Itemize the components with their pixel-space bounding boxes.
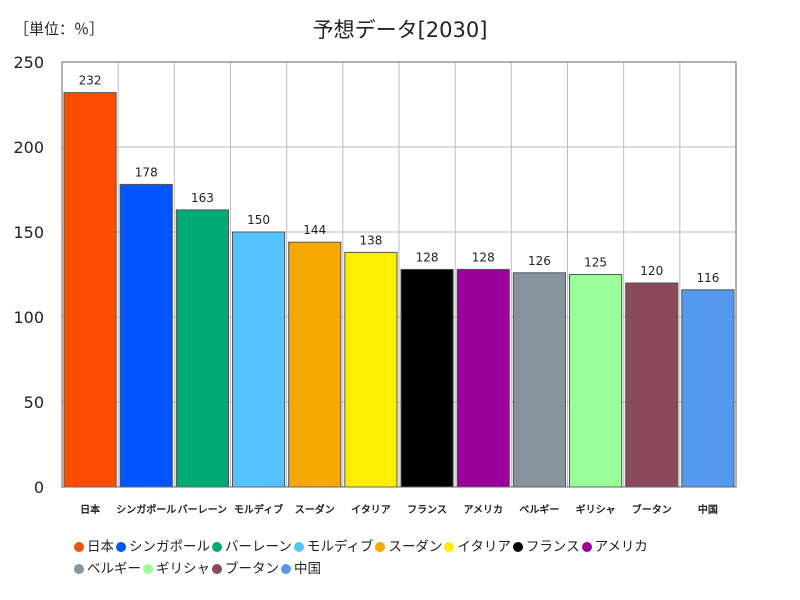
legend-item: フランス [512, 536, 580, 558]
y-tick-label: 150 [13, 223, 44, 242]
legend-swatch [281, 564, 291, 574]
legend-label: バーレーン [225, 539, 292, 555]
legend-swatch [143, 564, 153, 574]
legend-label: モルディブ [306, 539, 374, 555]
legend-label: アメリカ [594, 539, 648, 555]
bar-10 [569, 274, 623, 488]
legend-label: シンガポール [129, 539, 210, 555]
legend-label: 日本 [87, 539, 114, 555]
legend-label: 中国 [294, 561, 321, 577]
legend-item: 中国 [281, 558, 321, 580]
legend-label: ベルギー [87, 561, 141, 577]
legend-swatch [512, 542, 523, 552]
legend: 日本 シンガポール バーレーン モルディブ スーダン イタリア フランス アメリカベルギー ギリ… [74, 536, 794, 580]
x-tick-label: フランス [407, 504, 447, 516]
bar-2 [119, 183, 173, 488]
legend-item: シンガポール [116, 536, 210, 558]
chart-title: 予想データ[2030] [312, 18, 488, 42]
y-tick-label: 250 [13, 53, 44, 72]
plot-border [61, 61, 737, 488]
legend-label: ギリシャ [156, 561, 210, 577]
x-tick-label: バーレーン [178, 504, 228, 516]
y-tick-label: 0 [34, 478, 44, 497]
legend-swatch [74, 564, 84, 574]
x-tick-label: 日本 [80, 503, 101, 516]
x-tick-label: ブータン [632, 503, 672, 516]
legend-label: フランス [525, 539, 580, 555]
x-tick-label: スーダン [295, 503, 335, 516]
bar-5 [288, 241, 342, 488]
legend-swatch [581, 542, 592, 552]
legend-swatch [74, 542, 84, 552]
grid-lines [62, 62, 736, 487]
legend-item: ベルギー [74, 558, 141, 580]
data-label: 178 [135, 165, 158, 179]
data-label: 232 [79, 74, 102, 88]
bar-12 [681, 289, 735, 488]
legend-item: 日本 [74, 536, 114, 558]
legend-label: イタリア [457, 539, 511, 555]
x-tick-label: ギリシャ [576, 503, 616, 516]
legend-swatch [212, 564, 222, 574]
data-label: 150 [247, 213, 270, 227]
legend-item: バーレーン [212, 536, 292, 558]
bar-1 [63, 92, 117, 488]
bar-11 [625, 282, 679, 488]
legend-swatch [116, 542, 126, 552]
legend-swatch [444, 542, 455, 552]
legend-label: スーダン [388, 539, 443, 555]
unit-label: ［単位：％］ [14, 20, 105, 38]
legend-label: ブータン [225, 561, 279, 577]
legend-swatch [375, 542, 386, 552]
legend-swatch [212, 542, 222, 552]
bars [63, 92, 735, 488]
x-tick-label: 中国 [698, 503, 718, 516]
bar-3 [175, 209, 229, 488]
data-label: 120 [640, 264, 663, 278]
y-tick-label: 50 [24, 393, 44, 412]
legend-item: アメリカ [581, 536, 648, 558]
bar-chart: 232 178 163 150 144 138 128 128 126 125 120 116 0 50… [13, 53, 737, 516]
x-tick-label: アメリカ [464, 504, 504, 516]
bar-9 [512, 272, 566, 488]
x-tick-label: イタリア [351, 504, 391, 516]
data-label: 144 [303, 223, 326, 237]
data-label: 138 [359, 233, 382, 247]
legend-item: イタリア [444, 536, 511, 558]
bar-8 [456, 268, 510, 488]
data-label: 128 [416, 250, 439, 264]
bar-4 [232, 231, 286, 488]
bar-7 [400, 268, 454, 488]
legend-item: モルディブ [293, 536, 374, 558]
legend-swatch [293, 542, 304, 552]
data-label: 126 [528, 254, 551, 268]
legend-item: ブータン [212, 558, 279, 580]
x-tick-label: ベルギー [519, 503, 559, 516]
x-tick-label: シンガポール [116, 503, 176, 516]
bar-6 [344, 251, 398, 488]
data-label: 163 [191, 191, 214, 205]
axes: 0 50 100 150 200 250 日本 シンガポール バーレーン モルディブ スーダン イタリ… [13, 53, 737, 516]
value-labels: 232 178 163 150 144 138 128 128 126 125 120 116 [79, 74, 720, 285]
y-tick-label: 100 [13, 308, 44, 327]
data-label: 125 [584, 256, 607, 270]
data-label: 116 [696, 271, 719, 285]
y-tick-label: 200 [13, 138, 44, 157]
data-label: 128 [472, 250, 495, 264]
x-tick-label: モルディブ [234, 503, 283, 516]
legend-item: スーダン [375, 536, 442, 558]
legend-item: ギリシャ [143, 558, 210, 580]
